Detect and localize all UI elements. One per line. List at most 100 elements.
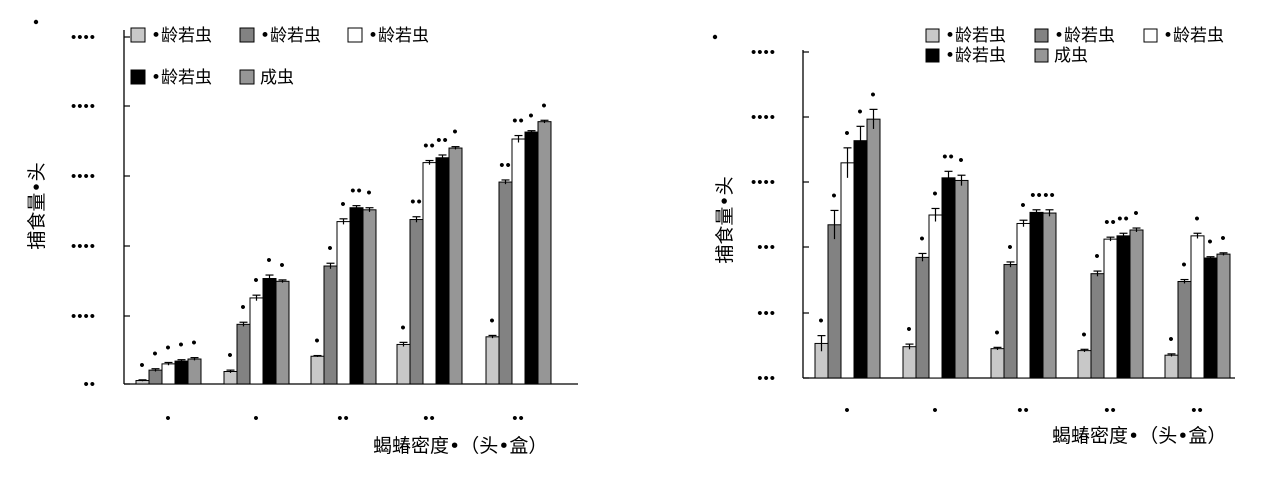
legend-label: 成虫	[260, 68, 294, 88]
significance-mark: •	[139, 357, 145, 374]
bar	[448, 147, 463, 385]
significance-mark: •	[1207, 234, 1213, 251]
bar	[1042, 212, 1057, 379]
legend-swatch	[1034, 48, 1049, 63]
legend-label: •龄若虫	[368, 26, 429, 46]
x-tick-label: ••	[423, 410, 436, 427]
bar	[249, 297, 264, 385]
bar	[990, 348, 1005, 379]
y-tick-label: ••••	[71, 238, 96, 255]
significance-mark: ••	[1104, 214, 1117, 231]
significance-mark: ••	[1030, 187, 1043, 204]
significance-mark: ••	[1043, 187, 1056, 204]
bar	[915, 256, 930, 379]
axis-top-marker	[712, 34, 718, 40]
significance-mark: ••	[410, 194, 423, 211]
bar	[1190, 235, 1205, 379]
chart-right: •••••••••••••••••••••• • •• •• ••• • • • ••• •• ••…	[712, 26, 1235, 447]
x-axis-title: 蝎蝽密度•（头•盒）	[1052, 425, 1226, 447]
bar	[827, 224, 842, 379]
x-tick-label: •	[844, 402, 850, 419]
significance-mark: •	[541, 97, 547, 114]
legend-swatch	[130, 69, 146, 85]
significance-mark: •	[452, 124, 458, 141]
bar	[1029, 211, 1044, 379]
bar	[236, 323, 251, 385]
significance-mark: •	[327, 240, 333, 257]
legend-label: •龄若虫	[151, 68, 212, 88]
significance-mark: •	[831, 187, 837, 204]
y-tick-label: ••••	[71, 308, 96, 325]
bar	[1077, 350, 1092, 379]
bar	[941, 177, 956, 379]
legend-swatch	[1143, 28, 1158, 43]
significance-mark: •	[366, 185, 372, 202]
y-axis-title: 捕食量•头	[714, 176, 736, 263]
y-axis-title: 捕食量•头	[26, 162, 48, 249]
y-tick-label: ••••	[751, 174, 776, 191]
bar	[422, 162, 437, 385]
bar	[1203, 257, 1218, 379]
significance-mark: ••	[350, 183, 363, 200]
x-axis-title: 蝎蝽密度•（头•盒）	[373, 435, 547, 457]
significance-mark: •	[870, 86, 876, 103]
legend-swatch	[239, 27, 255, 43]
significance-mark: •	[1220, 230, 1226, 247]
bar	[866, 118, 881, 379]
significance-mark: •	[1168, 331, 1174, 348]
bar	[262, 278, 277, 385]
bar	[537, 121, 552, 385]
bar	[853, 140, 868, 379]
bar	[148, 369, 163, 385]
legend-swatch	[130, 27, 146, 43]
significance-mark: •	[165, 339, 171, 356]
axis-top-marker	[33, 19, 39, 25]
y-tick-label: ••••	[71, 168, 96, 185]
significance-mark: •	[1007, 239, 1013, 256]
y-tick-label: ••••	[71, 29, 96, 46]
significance-mark: •	[958, 152, 964, 169]
significance-mark: •	[253, 272, 259, 289]
bar	[187, 358, 202, 385]
significance-mark: •	[1133, 205, 1139, 222]
bar	[902, 346, 917, 379]
bar	[1103, 238, 1118, 379]
significance-mark: ••	[499, 157, 512, 174]
significance-mark: ••	[423, 138, 436, 155]
x-tick-label: •	[165, 410, 171, 427]
bar	[928, 214, 943, 379]
bar	[524, 131, 539, 385]
bar	[310, 355, 325, 385]
significance-mark: •	[279, 257, 285, 274]
significance-mark: •	[857, 103, 863, 120]
bar	[275, 280, 290, 385]
legend-label: •龄若虫	[151, 26, 212, 46]
bar	[323, 265, 338, 385]
legend-swatch	[347, 27, 363, 43]
significance-mark: •	[844, 125, 850, 142]
bar	[349, 207, 364, 385]
significance-mark: •	[919, 230, 925, 247]
bar	[1129, 229, 1144, 379]
bar	[485, 336, 500, 385]
bar	[1003, 264, 1018, 379]
legend-label: •龄若虫	[945, 26, 1006, 46]
bar	[362, 209, 377, 385]
legend-label: •龄若虫	[1163, 26, 1224, 46]
significance-mark: •	[240, 299, 246, 316]
significance-mark: •	[227, 347, 233, 364]
legend-swatch	[239, 69, 255, 85]
significance-mark: •	[906, 321, 912, 338]
legend-swatch	[925, 48, 940, 63]
significance-mark: ••	[512, 113, 525, 130]
significance-mark: •	[818, 313, 824, 330]
significance-mark: •	[932, 185, 938, 202]
significance-mark: ••	[436, 132, 449, 149]
significance-mark: •	[1094, 248, 1100, 265]
legend-label: •龄若虫	[945, 46, 1006, 66]
bar	[174, 360, 189, 385]
x-tick-label: ••	[337, 410, 350, 427]
bar	[1016, 222, 1031, 379]
